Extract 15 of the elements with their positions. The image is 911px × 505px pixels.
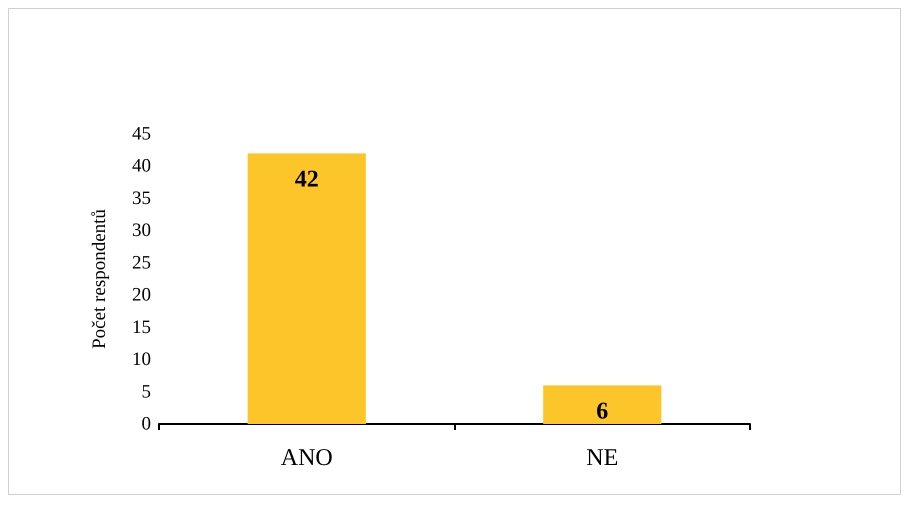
y-tick-label: 15 <box>132 316 151 338</box>
y-tick-label: 30 <box>132 220 151 242</box>
x-tick-label: NE <box>586 445 618 471</box>
y-tick-label: 5 <box>142 381 151 402</box>
y-tick-label: 35 <box>132 188 151 209</box>
data-label: 42 <box>294 166 319 192</box>
y-tick-label: 45 <box>132 124 151 144</box>
y-tick-label: 40 <box>132 156 151 177</box>
y-axis-title: Počet respondentů <box>89 208 110 349</box>
y-tick-label: 0 <box>142 414 151 434</box>
x-tick-label: ANO <box>280 445 333 471</box>
y-tick-label: 20 <box>132 284 151 306</box>
data-label: 6 <box>596 398 608 424</box>
y-tick-label: 25 <box>132 252 151 274</box>
y-tick-label: 10 <box>132 349 151 370</box>
